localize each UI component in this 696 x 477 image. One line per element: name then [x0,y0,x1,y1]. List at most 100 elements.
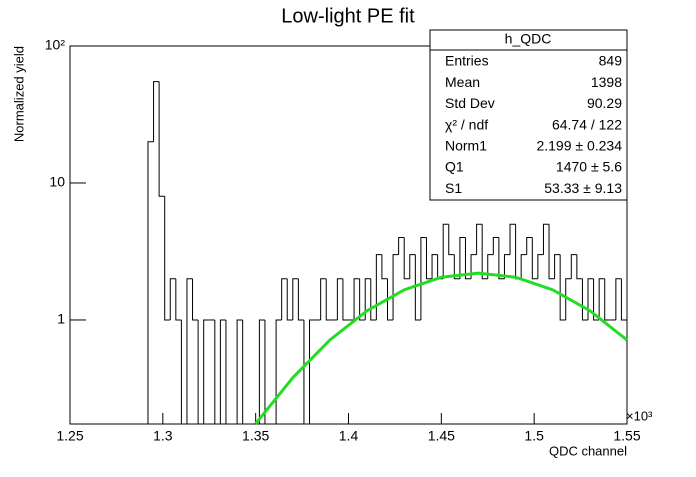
histogram-bin [364,278,371,320]
stats-label: Entries [445,53,489,69]
stats-title: h_QDC [505,31,552,47]
histogram-bin [264,319,271,425]
x-tick-label: 1.3 [153,428,173,444]
histogram-bin [526,236,533,255]
histogram-bin [587,278,594,320]
histogram-bin [297,278,304,321]
histogram-bin [303,319,310,425]
histogram-bin [598,278,605,320]
stats-value: 53.33 ± 9.13 [544,180,622,196]
histogram-bin [409,254,416,279]
histogram-bin [565,278,572,320]
histogram-bin [576,254,583,280]
histogram-bin [470,254,477,279]
histogram-bin [570,254,577,279]
stats-label: Q1 [445,159,464,175]
x-tick-label: 1.25 [56,428,83,444]
histogram-bin [581,278,589,321]
y-tick-label: 10 [49,174,65,190]
histogram-bin [537,254,544,279]
histogram-bin [487,254,494,279]
histogram-bin [464,237,472,280]
histogram-bin [309,319,316,424]
histogram-bin [275,319,282,424]
histogram-bin [425,237,433,280]
histogram-bin [214,319,221,425]
histogram-bin [615,278,622,320]
histogram-bin [286,278,293,321]
histogram-bin [180,319,187,425]
histogram-bin [520,254,527,279]
fit-curve [254,271,628,425]
histogram-bin [258,319,265,424]
stats-value: 90.29 [587,95,622,111]
x-tick-label: 1.5 [524,428,544,444]
histogram-bin [381,254,388,280]
histogram-bin [281,278,288,320]
histogram-bin [503,254,511,279]
histogram-bin [192,278,199,321]
histogram-bin [531,237,538,280]
histogram-bin [236,319,243,424]
x-tick-label: 1.55 [613,428,640,444]
histogram-bin [414,254,421,321]
histogram-bin [554,254,561,279]
histogram-bin [542,223,550,255]
stats-value: 849 [599,53,623,69]
y-axis-label: Normalized yield [11,46,26,142]
histogram-bin [375,254,382,320]
histogram-bin [197,319,204,425]
histogram-bin [186,278,193,424]
y-tick-label: 1 [57,311,65,327]
histogram-bin [492,236,499,255]
histogram-bin [403,237,410,280]
histogram-bin [593,278,600,321]
histogram-bin [158,81,165,197]
histogram-bin [242,319,249,425]
histogram-bin [559,254,566,321]
histogram-bin [175,278,182,321]
histogram-bin [320,278,327,320]
stats-value: 1398 [591,74,622,90]
histogram-bin [442,223,449,279]
histogram-bin [420,236,427,320]
histogram-bin [548,224,555,280]
y-tick-label: 10² [45,37,66,53]
stats-frame [429,29,628,201]
histogram-bin [459,236,466,279]
histogram-bin [169,278,176,320]
histogram-bin [353,278,360,320]
histogram-bin [164,196,171,321]
x-tick-label: 1.45 [428,428,455,444]
histogram-bin [225,319,232,425]
stats-label: χ² / ndf [445,116,488,132]
stats-label: Std Dev [445,95,495,111]
histogram-bin [448,224,455,256]
x-tick-label: 1.35 [242,428,269,444]
histogram-bin [325,278,332,321]
stats-label: Norm1 [445,138,487,154]
histogram-bin [336,278,343,320]
x-multiplier: ×10³ [626,408,653,423]
histogram-bin [431,254,438,279]
histogram-bin [359,278,366,321]
histogram-bin [292,278,299,320]
histogram-bin [481,224,488,280]
histogram-bin [398,236,405,255]
histogram-bin [620,278,628,424]
histogram-bin [342,278,349,321]
chart-title: Low-light PE fit [281,5,415,27]
histogram-bin [392,254,399,320]
histogram-bin [370,278,377,321]
histogram-bin [153,81,160,142]
stats-label: S1 [445,180,462,196]
histogram-bin [453,254,460,280]
histogram-bin [203,319,210,424]
histogram-bin [147,141,154,424]
histogram-bin [604,278,611,321]
x-axis-label: QDC channel [549,443,627,458]
histogram-bin [219,319,226,424]
stats-value: 1470 ± 5.6 [556,159,622,175]
histogram-bin [498,237,505,280]
